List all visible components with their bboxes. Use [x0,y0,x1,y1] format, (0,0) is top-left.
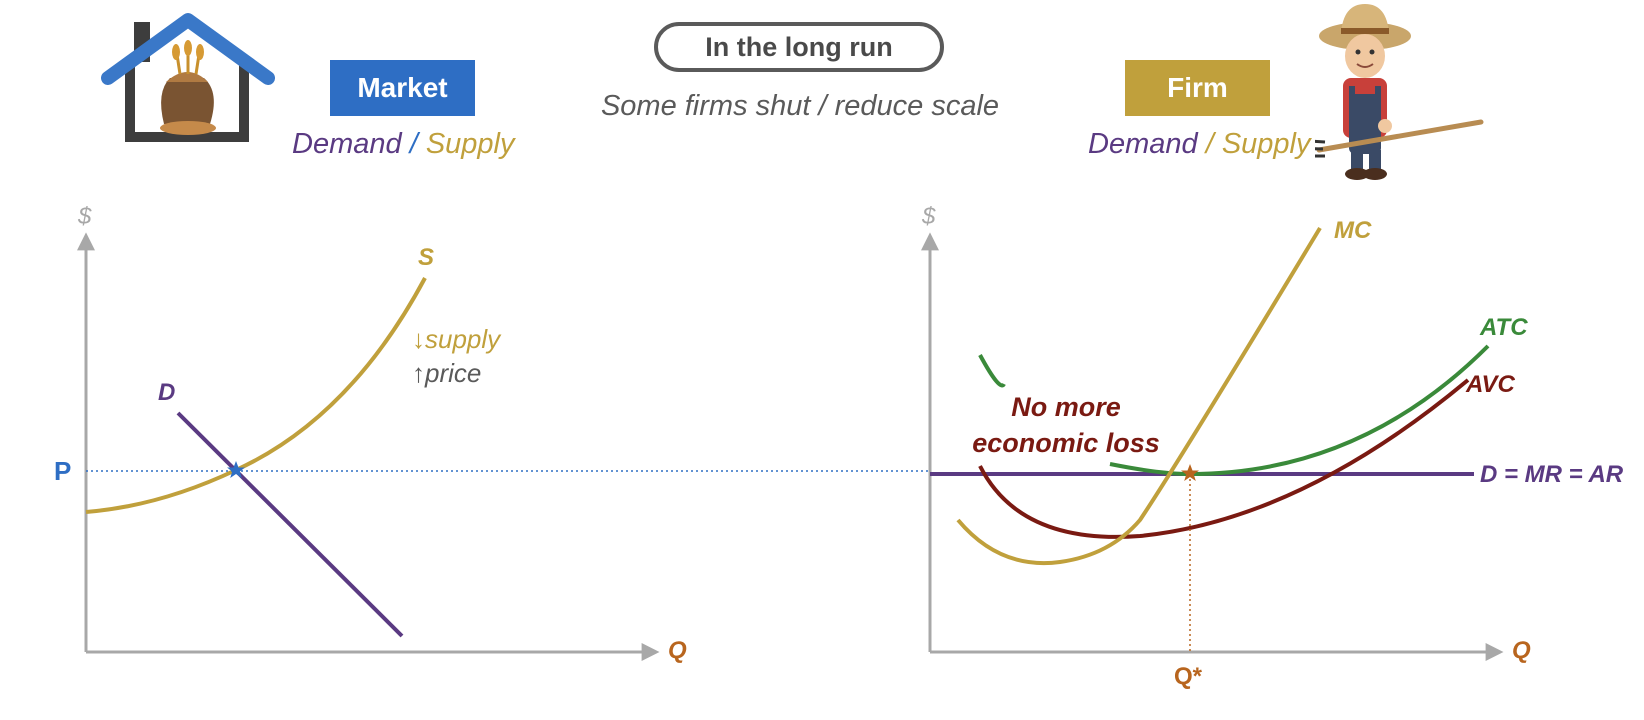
loss-note-line2: economic loss [972,428,1160,458]
market-supply-word: Supply [425,128,515,160]
market-supply-curve [85,277,427,514]
market-demand-label: D [158,379,175,406]
firm-tag: Firm [1125,60,1270,116]
firm-demand-word: Demand [1088,128,1198,160]
mc-curve [956,226,1322,565]
market-demand-word: Demand [292,128,402,160]
market-demand-supply-label: Demand / Supply [292,128,514,161]
market-x-axis-label: Q [668,637,687,664]
market-equilibrium-star [227,461,245,478]
subtitle: Some firms shut / reduce scale [600,90,1000,122]
market-demand-curve [176,411,404,638]
firm-equilibrium-star [1181,464,1199,481]
atc-curve-top [978,354,1006,388]
avc-curve [978,378,1470,539]
atc-label: ATC [1479,314,1528,341]
firm-demand-supply-label: Demand / Supply [1088,128,1310,161]
q-star-label: Q* [1174,663,1203,690]
market-graph: $ Q P S D ↓supply ↑price [54,203,687,664]
farmer-with-pitchfork-icon [1315,4,1484,180]
firm-sep: / [1205,128,1214,160]
firm-x-axis-label: Q [1512,637,1531,664]
firm-supply-word: Supply [1221,128,1311,160]
warehouse-grain-sack-icon [101,13,275,142]
avc-label: AVC [1465,371,1516,398]
market-price-label: P [54,456,71,486]
atc-curve [1109,344,1490,477]
market-sep: / [409,128,418,160]
firm-y-axis-label: $ [921,203,936,230]
long-run-banner: In the long run [654,22,944,72]
firm-graph: $ Q D = MR = AR ATC AVC MC Q* No more ec… [921,203,1624,690]
market-y-axis-label: $ [77,203,92,230]
note-price-increase: ↑price [412,358,481,388]
market-tag: Market [330,60,475,116]
market-supply-label: S [418,244,434,271]
loss-note-line1: No more [1011,392,1121,422]
note-supply-decrease: ↓supply [412,324,502,354]
mc-label: MC [1334,217,1372,244]
firm-demand-label: D = MR = AR [1480,461,1624,488]
